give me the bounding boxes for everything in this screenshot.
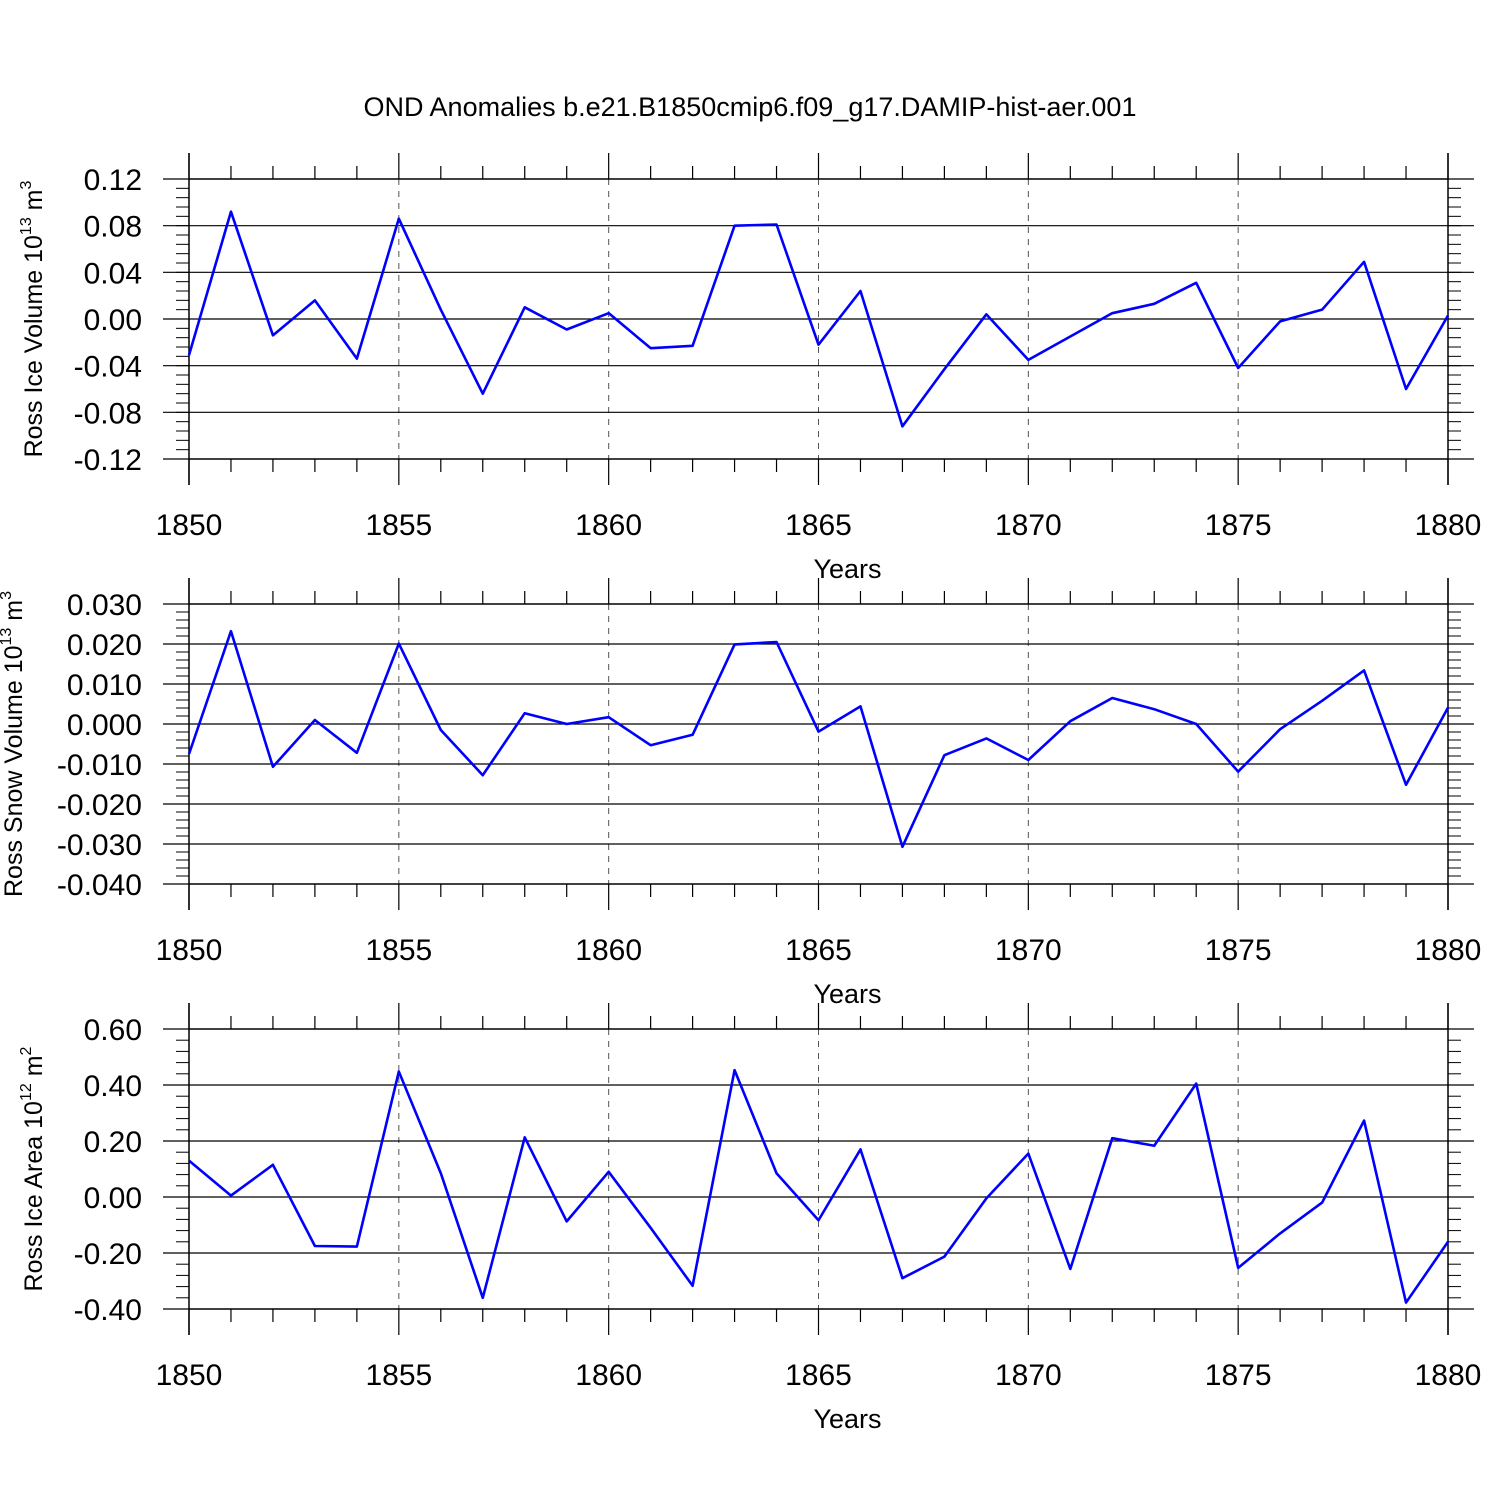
x-tick-label: 1850 [156,509,223,542]
x-tick-label: 1870 [995,1359,1062,1392]
x-tick-label: 1875 [1205,509,1272,542]
x-tick-label: 1865 [785,509,852,542]
x-tick-label: 1850 [156,1359,223,1392]
y-tick-label: -0.20 [74,1238,142,1271]
x-axis-label: Years [813,979,881,1009]
panels: 0.12 0.08 0.04 0.00 -0.04 -0.08 -0.12 1850 1855 1… [0,153,1481,1434]
y-axis-label: Ross Ice Volume 1013 m3 [18,180,48,457]
y-tick-label: 0.08 [84,211,142,244]
x-tick-label: 1865 [785,934,852,967]
y-tick-label: 0.000 [67,709,142,742]
y-tick-label: 0.60 [84,1014,142,1047]
x-tick-label: 1880 [1415,509,1482,542]
x-tick-label: 1880 [1415,1359,1482,1392]
x-tick-label: 1870 [995,509,1062,542]
y-axis-label: Ross Ice Area 1012 m2 [18,1046,48,1291]
x-tick-label: 1870 [995,934,1062,967]
panel-1: 0.12 0.08 0.04 0.00 -0.04 -0.08 -0.12 1850 1855 1… [18,153,1481,584]
x-tick-label: 1875 [1205,934,1272,967]
x-tick-label: 1875 [1205,1359,1272,1392]
x-tick-label: 1855 [365,1359,432,1392]
chart-title: OND Anomalies b.e21.B1850cmip6.f09_g17.D… [364,92,1137,122]
y-axis-label: Ross Snow Volume 1013 m3 [0,591,28,897]
y-tick-label: -0.040 [57,869,142,902]
x-tick-label: 1860 [575,509,642,542]
y-tick-label: 0.20 [84,1126,142,1159]
y-tick-label: -0.010 [57,749,142,782]
y-tick-label: -0.030 [57,829,142,862]
x-tick-label: 1850 [156,934,223,967]
y-tick-label: 0.010 [67,669,142,702]
y-tick-label: 0.030 [67,589,142,622]
y-tick-label: -0.04 [74,351,142,384]
y-tick-label: 0.04 [84,257,142,290]
panel-2: 0.030 0.020 0.010 0.000 -0.010 -0.020 -0.030 -0… [0,578,1481,1009]
panel-3: 0.60 0.40 0.20 0.00 -0.20 -0.40 1850 1855 1860 18… [18,1003,1481,1434]
x-tick-label: 1855 [365,934,432,967]
y-tick-label: 0.020 [67,629,142,662]
x-tick-label: 1860 [575,1359,642,1392]
y-tick-label: 0.00 [84,1182,142,1215]
y-tick-label: 0.12 [84,164,142,197]
y-tick-label: -0.020 [57,789,142,822]
x-tick-label: 1865 [785,1359,852,1392]
x-tick-label: 1880 [1415,934,1482,967]
y-tick-label: -0.40 [74,1294,142,1327]
y-tick-label: 0.40 [84,1070,142,1103]
x-axis-label: Years [813,1404,881,1434]
y-tick-label: 0.00 [84,304,142,337]
x-tick-label: 1860 [575,934,642,967]
x-tick-label: 1855 [365,509,432,542]
x-axis-label: Years [813,554,881,584]
y-tick-label: -0.12 [74,444,142,477]
y-tick-label: -0.08 [74,397,142,430]
